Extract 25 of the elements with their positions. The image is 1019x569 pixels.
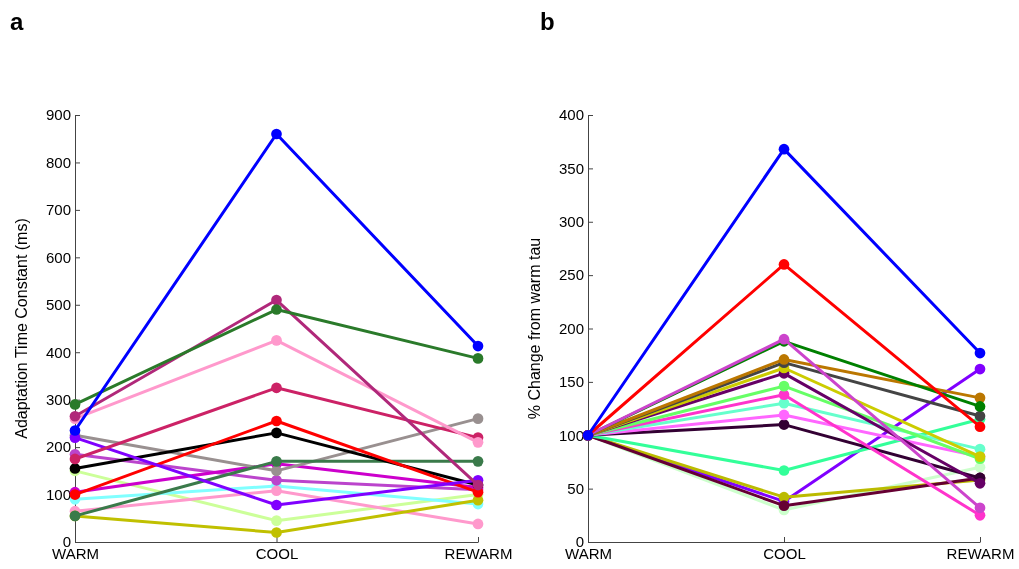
y-tick-label: 250 <box>558 266 584 284</box>
y-tick-label: 500 <box>45 296 71 314</box>
x-tick-label: REWARM <box>444 544 513 562</box>
x-tick-label: COOL <box>763 544 806 562</box>
y-tick-label: 50 <box>567 479 584 497</box>
y-tick-label: 200 <box>45 438 71 456</box>
y-tick-label: 300 <box>45 390 71 408</box>
y-tick-label: 100 <box>45 485 71 503</box>
y-tick-label: 150 <box>558 373 584 391</box>
y-tick-label: 700 <box>45 201 71 219</box>
y-tick-label: 600 <box>45 248 71 266</box>
y-axis-title: % Change from warm tau <box>526 237 543 420</box>
y-tick-label: 800 <box>45 153 71 171</box>
x-tick-label: COOL <box>255 544 299 562</box>
chart-title: b <box>540 8 555 35</box>
y-tick-label: 350 <box>558 159 584 177</box>
y-tick-label: 100 <box>558 426 584 444</box>
y-axis-title: Adaptation Time Constant (ms) <box>13 218 30 439</box>
chart-title: a <box>10 8 24 35</box>
y-tick-label: 400 <box>558 106 584 124</box>
y-tick-label: 300 <box>558 213 584 231</box>
y-tick-label: 900 <box>45 106 71 124</box>
x-tick-label: REWARM <box>946 544 1015 562</box>
y-tick-label: 200 <box>558 319 584 337</box>
y-tick-label: 400 <box>45 343 71 361</box>
